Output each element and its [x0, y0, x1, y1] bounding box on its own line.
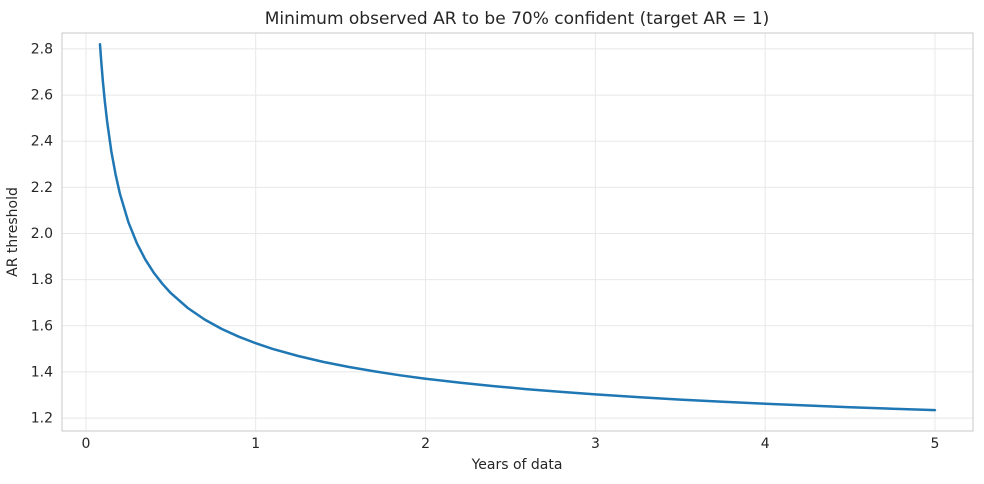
y-axis-label: AR threshold [5, 187, 21, 277]
y-tick-label: 1.2 [31, 411, 53, 427]
x-tick-label: 0 [81, 436, 90, 452]
x-axis-label: Years of data [471, 457, 563, 473]
x-tick-label: 1 [251, 436, 260, 452]
y-tick-label: 2.0 [31, 226, 53, 242]
x-tick-label: 5 [931, 436, 940, 452]
x-tick-labels: 0 1 2 3 4 5 [81, 436, 939, 452]
plot-area [62, 33, 973, 431]
y-tick-label: 1.6 [31, 318, 53, 334]
ar-threshold-curve [98, 43, 937, 412]
x-tick-label: 3 [591, 436, 600, 452]
y-tick-label: 1.8 [31, 272, 53, 288]
y-tick-label: 2.8 [31, 41, 53, 57]
y-tick-label: 1.4 [31, 364, 53, 380]
y-tick-label: 2.2 [31, 180, 53, 196]
chart-title: Minimum observed AR to be 70% confident … [265, 9, 770, 29]
y-tick-label: 2.6 [31, 88, 53, 104]
y-tick-labels: 1.2 1.4 1.6 1.8 2.0 2.2 2.4 2.6 2.8 [31, 41, 53, 426]
plot-frame [61, 32, 974, 432]
x-tick-label: 2 [421, 436, 430, 452]
x-tick-label: 4 [761, 436, 770, 452]
y-tick-label: 2.4 [31, 134, 53, 150]
